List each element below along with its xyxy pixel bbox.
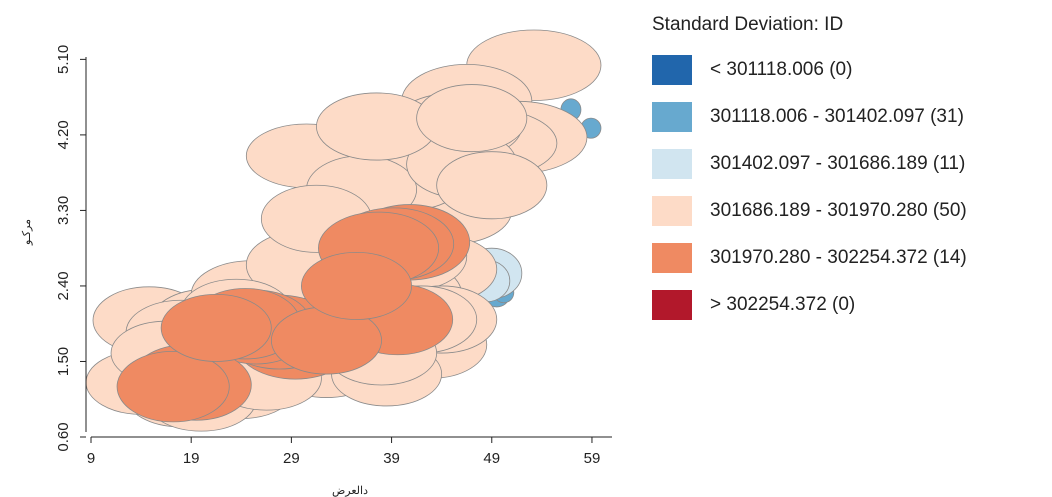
- x-tick-label: 49: [483, 450, 500, 467]
- legend-item: > 302254.372 (0): [652, 281, 1042, 328]
- data-ellipse: [436, 151, 548, 220]
- y-axis-title: ﻣﺮﮐـﻮ: [21, 219, 33, 246]
- x-tick-label: 39: [383, 450, 400, 467]
- legend-item: 301970.280 - 302254.372 (14): [652, 234, 1042, 281]
- legend-swatch: [652, 242, 692, 273]
- legend-title: Standard Deviation: ID: [652, 14, 844, 35]
- y-tick-label: 5.10: [55, 45, 72, 74]
- legend-label: < 301118.006 (0): [710, 58, 853, 80]
- legend-swatch: [652, 54, 692, 85]
- legend-swatch: [652, 101, 692, 132]
- legend-swatch: [652, 148, 692, 179]
- x-tick-label: 19: [183, 450, 200, 467]
- legend-label: 301118.006 - 301402.097 (31): [710, 105, 964, 127]
- y-ticks: 0.60 1.50 2.40 3.30 4.20 5.10: [55, 45, 86, 452]
- plot-area: 9 19 29 39 49 59 0.60 1.50 2.40 3.30 4.20 5.10 ﺩﺍﻟ…: [21, 29, 612, 497]
- x-axis-title: ﺩﺍﻟﻌﺮﺽ: [332, 485, 368, 497]
- legend-label: 301402.097 - 301686.189 (11): [710, 152, 966, 174]
- y-tick-label: 0.60: [55, 422, 72, 451]
- legend-swatch: [652, 289, 692, 320]
- legend-label: 301970.280 - 302254.372 (14): [710, 246, 967, 268]
- legend-item: < 301118.006 (0): [652, 46, 1042, 93]
- data-ellipse: [116, 351, 230, 423]
- y-tick-label: 1.50: [55, 347, 72, 376]
- legend-label: > 302254.372 (0): [710, 293, 856, 315]
- x-tick-label: 9: [87, 450, 95, 467]
- legend-swatch: [652, 195, 692, 226]
- x-tick-label: 59: [584, 450, 601, 467]
- x-tick-label: 29: [283, 450, 300, 467]
- data-ellipses: [85, 29, 602, 432]
- y-tick-label: 3.30: [55, 196, 72, 225]
- data-ellipse: [160, 293, 272, 362]
- data-ellipse: [301, 251, 413, 320]
- y-tick-label: 2.40: [55, 271, 72, 300]
- data-ellipse: [416, 84, 528, 153]
- x-ticks: 9 19 29 39 49 59: [87, 437, 600, 467]
- legend-item: 301118.006 - 301402.097 (31): [652, 93, 1042, 140]
- legend-item: 301402.097 - 301686.189 (11): [652, 140, 1042, 187]
- axes: 9 19 29 39 49 59 0.60 1.50 2.40 3.30 4.20 5.10 ﺩﺍﻟ…: [21, 45, 612, 497]
- legend-label: 301686.189 - 301970.280 (50): [710, 199, 967, 221]
- y-tick-label: 4.20: [55, 120, 72, 149]
- legend-item: 301686.189 - 301970.280 (50): [652, 187, 1042, 234]
- legend: Standard Deviation: ID < 301118.006 (0) …: [652, 14, 1042, 328]
